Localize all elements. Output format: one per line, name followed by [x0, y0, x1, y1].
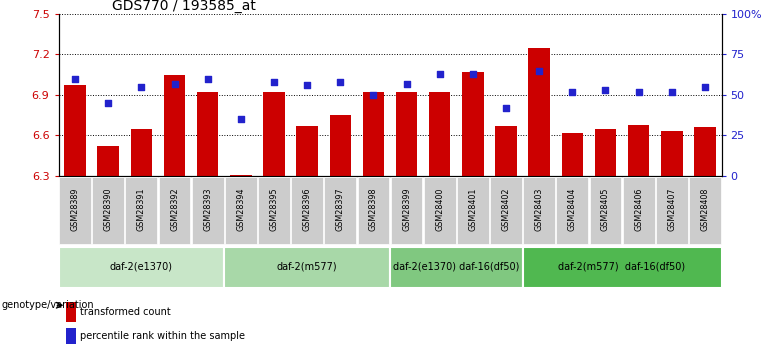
Bar — [225, 177, 257, 244]
Bar — [689, 177, 721, 244]
Point — [367, 92, 380, 98]
Bar — [158, 177, 190, 244]
Bar — [98, 146, 119, 176]
Point — [466, 71, 479, 77]
Text: transformed count: transformed count — [80, 307, 170, 317]
Point — [400, 81, 413, 86]
Bar — [390, 247, 523, 288]
Point — [102, 100, 115, 106]
Text: GSM28403: GSM28403 — [534, 187, 544, 231]
Bar — [495, 126, 517, 176]
Bar — [291, 177, 323, 244]
Point — [135, 84, 147, 89]
Bar — [329, 115, 351, 176]
Text: daf-2(e1370) daf-16(df50): daf-2(e1370) daf-16(df50) — [393, 262, 519, 272]
Text: GSM28407: GSM28407 — [667, 187, 676, 231]
Bar — [192, 177, 224, 244]
Bar — [628, 125, 650, 176]
Text: GSM28395: GSM28395 — [269, 187, 278, 231]
Bar — [225, 247, 390, 288]
Text: daf-2(m577)  daf-16(df50): daf-2(m577) daf-16(df50) — [558, 262, 686, 272]
Bar — [58, 247, 225, 288]
Bar — [528, 48, 550, 176]
Bar — [363, 92, 385, 176]
Bar — [64, 86, 86, 176]
Bar — [258, 177, 290, 244]
Text: GSM28394: GSM28394 — [236, 187, 246, 231]
Text: GSM28404: GSM28404 — [568, 187, 577, 231]
Bar — [92, 177, 124, 244]
Bar — [590, 177, 622, 244]
Text: GSM28402: GSM28402 — [502, 187, 511, 231]
Text: GSM28400: GSM28400 — [435, 187, 445, 231]
Text: GSM28390: GSM28390 — [104, 187, 113, 231]
Bar — [357, 177, 389, 244]
Bar — [197, 92, 218, 176]
Bar — [594, 129, 616, 176]
Point — [334, 79, 346, 85]
Bar — [324, 177, 356, 244]
Text: GSM28396: GSM28396 — [303, 187, 312, 231]
Bar — [395, 92, 417, 176]
Bar — [656, 177, 688, 244]
Bar — [130, 129, 152, 176]
Point — [168, 81, 181, 86]
Point — [201, 76, 214, 81]
Bar — [694, 127, 716, 176]
Bar — [523, 177, 555, 244]
Bar — [490, 177, 522, 244]
Point — [268, 79, 280, 85]
Bar — [457, 177, 489, 244]
Bar — [462, 72, 484, 176]
Bar — [296, 126, 318, 176]
Point — [599, 87, 612, 93]
Bar — [429, 92, 451, 176]
Bar — [622, 177, 654, 244]
Text: GSM28389: GSM28389 — [70, 187, 80, 231]
Text: GDS770 / 193585_at: GDS770 / 193585_at — [112, 0, 255, 13]
Bar — [230, 175, 252, 176]
Point — [533, 68, 545, 73]
Bar — [164, 75, 186, 176]
Bar — [66, 328, 76, 344]
Point — [235, 116, 247, 122]
Bar — [562, 133, 583, 176]
Text: GSM28391: GSM28391 — [136, 187, 146, 231]
Text: GSM28405: GSM28405 — [601, 187, 610, 231]
Bar — [424, 177, 456, 244]
Point — [500, 105, 512, 111]
Text: GSM28393: GSM28393 — [203, 187, 212, 231]
Point — [633, 89, 645, 95]
Bar — [556, 177, 588, 244]
Text: GSM28398: GSM28398 — [369, 187, 378, 231]
Bar — [263, 92, 285, 176]
Bar — [523, 247, 722, 288]
Text: daf-2(m577): daf-2(m577) — [277, 262, 338, 272]
Text: GSM28406: GSM28406 — [634, 187, 644, 231]
Point — [301, 82, 314, 88]
Point — [566, 89, 579, 95]
Point — [434, 71, 446, 77]
Text: percentile rank within the sample: percentile rank within the sample — [80, 331, 245, 341]
Text: GSM28399: GSM28399 — [402, 187, 411, 231]
Text: GSM28401: GSM28401 — [468, 187, 477, 231]
Bar — [66, 303, 76, 322]
Point — [69, 76, 81, 81]
Point — [665, 89, 678, 95]
Text: GSM28397: GSM28397 — [335, 187, 345, 231]
Text: GSM28408: GSM28408 — [700, 187, 710, 231]
Text: GSM28392: GSM28392 — [170, 187, 179, 231]
Bar — [59, 177, 91, 244]
Text: daf-2(e1370): daf-2(e1370) — [110, 262, 173, 272]
Text: genotype/variation: genotype/variation — [2, 300, 94, 310]
Bar — [391, 177, 423, 244]
Point — [699, 84, 711, 89]
Bar — [661, 131, 682, 176]
Bar — [126, 177, 158, 244]
